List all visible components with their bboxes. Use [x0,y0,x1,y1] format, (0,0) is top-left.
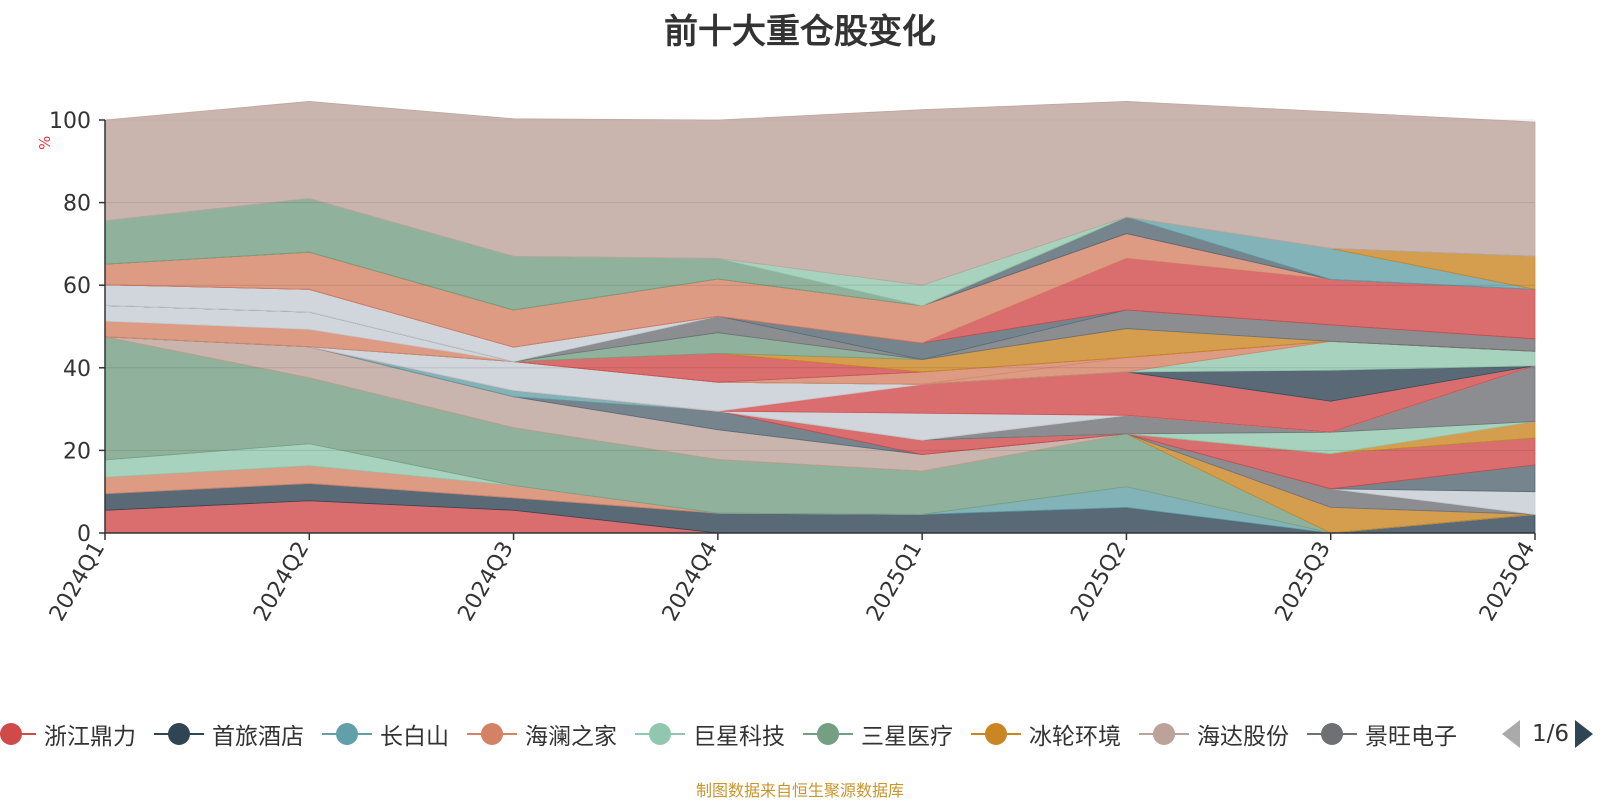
y-tick-label: 20 [63,439,91,464]
y-tick-label: 40 [63,357,91,382]
legend-page-indicator: 1/6 [1532,721,1570,747]
y-tick-label: 80 [63,192,91,217]
legend-item[interactable]: 首旅酒店 [154,716,304,752]
legend-next-arrow-icon[interactable] [1575,720,1594,748]
legend-marker-icon [1139,719,1189,749]
data-source-note: 制图数据来自恒生聚源数据库 [695,781,904,800]
y-tick-label: 0 [77,522,91,547]
legend-label: 长白山 [380,724,449,750]
x-tick-label: 2024Q4 [658,538,723,626]
x-tick-label: 2025Q1 [862,538,927,626]
legend-item[interactable]: 长白山 [322,716,449,752]
legend-marker-icon [803,719,853,749]
legend-pager: 1/6 [1502,716,1594,752]
area-series: 系列41 [104,101,1536,286]
legend-label: 巨星科技 [693,724,785,750]
legend-label: 海达股份 [1197,724,1289,750]
legend-item[interactable]: 冰轮环境 [971,716,1121,752]
x-tick-label: 2025Q4 [1475,538,1540,626]
legend-item[interactable]: 三星医疗 [803,716,953,752]
x-tick-label: 2025Q2 [1066,538,1131,626]
legend-label: 浙江鼎力 [44,724,136,750]
x-tick-label: 2024Q2 [249,538,314,626]
x-tick-label: 2025Q3 [1271,538,1336,626]
legend-item[interactable]: 海澜之家 [467,716,617,752]
legend-marker-icon [322,719,372,749]
legend-item[interactable]: 巨星科技 [635,716,785,752]
legend-label: 首旅酒店 [212,724,304,750]
legend-marker-icon [0,719,36,749]
legend-item[interactable]: 浙江鼎力 [0,716,136,752]
x-tick-label: 2024Q3 [453,538,518,626]
legend-label: 冰轮环境 [1029,724,1121,750]
legend-item[interactable]: 景旺电子 [1307,716,1457,752]
legend-marker-icon [635,719,685,749]
legend-marker-icon [467,719,517,749]
legend-label: 海澜之家 [525,724,617,750]
legend-label: 景旺电子 [1365,724,1457,750]
chart-title: 前十大重仓股变化 [664,12,936,52]
legend-item[interactable]: 海达股份 [1139,716,1289,752]
y-tick-label: 100 [49,109,91,134]
legend-label: 三星医疗 [861,724,953,750]
y-tick-label: 60 [63,274,91,299]
legend-marker-icon [154,719,204,749]
legend-prev-arrow-icon[interactable] [1502,720,1520,748]
stacked-area-chart: 浙江鼎力首旅酒店长白山海澜之家巨星科技三星医疗冰轮环境海达股份景旺电子其他系列1… [45,101,1540,626]
legend-marker-icon [1307,719,1357,749]
chart-legend: 浙江鼎力 首旅酒店 长白山 海澜之家 巨星科技 三星医疗 冰轮环境 海达股份 景旺电子 [0,716,1461,752]
legend-marker-icon [971,719,1021,749]
x-tick-label: 2024Q1 [45,538,110,626]
